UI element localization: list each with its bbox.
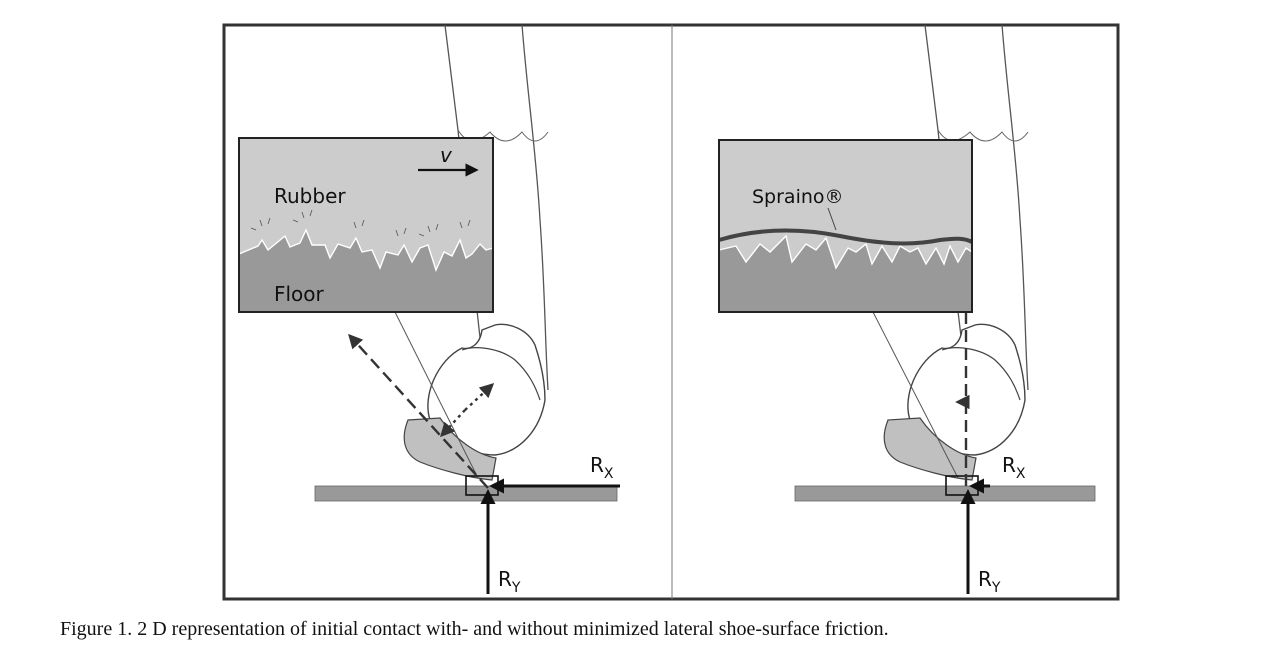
- right-inset-border: [718, 139, 973, 313]
- left-inset-floor-label: Floor: [274, 282, 325, 306]
- left-pastern-inner: [461, 347, 541, 401]
- left-dotted-arrow-b: [440, 409, 466, 438]
- left-inset-floor: [238, 228, 494, 313]
- right-inset-label-leader: [827, 207, 837, 231]
- left-resultant-arrow: [348, 333, 489, 489]
- right-inset-floor: [718, 234, 973, 313]
- right-inset-spraino-label: Spraino®: [752, 186, 844, 208]
- right-ground: [794, 485, 1096, 502]
- right-panel: RX RY Spraino®: [718, 24, 1096, 596]
- left-inset-rubber-label: Rubber: [274, 184, 346, 208]
- left-inset-pointer: [394, 311, 479, 479]
- left-rx-label: RX: [590, 453, 614, 482]
- left-dotted-arrow-a: [464, 383, 495, 411]
- figure-caption: Figure 1. 2 D representation of initial …: [60, 618, 889, 640]
- right-ry-label: RY: [978, 567, 1001, 596]
- right-pastern-inner: [941, 347, 1021, 401]
- left-inset-velocity-label: v: [440, 143, 453, 167]
- right-inset-spraino-band: [718, 228, 973, 246]
- right-inset: Spraino®: [718, 139, 973, 313]
- left-panel: RX RY v Rubber Floor: [238, 24, 620, 596]
- left-ry-label: RY: [498, 567, 521, 596]
- left-inset-border: [238, 137, 494, 313]
- left-inset: v Rubber Floor: [238, 137, 494, 313]
- left-inset-spark-marks: [250, 209, 471, 237]
- right-inset-pointer: [872, 311, 959, 479]
- right-rx-label: RX: [1002, 453, 1026, 482]
